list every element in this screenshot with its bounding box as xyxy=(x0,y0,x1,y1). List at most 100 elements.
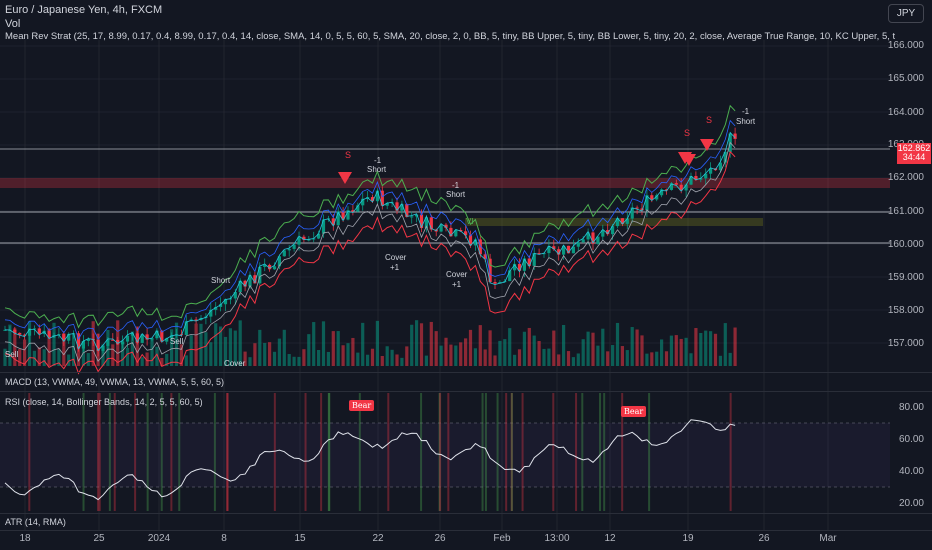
symbol-title[interactable]: Euro / Japanese Yen, 4h, FXCM xyxy=(5,4,163,16)
rsi-line xyxy=(4,419,736,501)
volume-bar xyxy=(145,352,149,366)
candle-body xyxy=(611,226,615,235)
short-signal: Short xyxy=(211,276,231,285)
volume-bar xyxy=(586,331,590,366)
rsi-label[interactable]: RSI (close, 14, Bollinger Bands, 14, 2, … xyxy=(5,397,203,407)
volume-bar xyxy=(321,321,326,366)
rsi-highlight xyxy=(146,393,149,511)
volume-bar xyxy=(615,322,620,366)
time-tick: 25 xyxy=(93,533,105,544)
price-tick: 164.000 xyxy=(887,107,924,118)
volume-bar xyxy=(8,324,12,366)
rsi-highlight xyxy=(226,393,229,511)
volume-bar xyxy=(214,323,218,366)
pane-divider[interactable] xyxy=(0,530,932,531)
volume-bar xyxy=(684,337,688,366)
volume-bar xyxy=(263,342,267,366)
rsi-highlight xyxy=(648,393,651,511)
volume-bar xyxy=(664,351,669,366)
pane-divider[interactable] xyxy=(0,513,932,514)
rsi-highlight xyxy=(113,393,116,511)
keltner-lower xyxy=(4,141,736,362)
price-tick: 159.000 xyxy=(887,272,924,283)
candle-body xyxy=(150,338,154,340)
candle-body xyxy=(3,329,7,331)
candle-body xyxy=(689,175,693,185)
price-tick: 162.000 xyxy=(887,172,924,183)
candle-body xyxy=(287,248,291,251)
rsi-highlight xyxy=(178,393,181,511)
short-triangle xyxy=(338,172,352,184)
rsi-highlight xyxy=(97,393,100,511)
rsi-highlight xyxy=(160,393,163,511)
candle-body xyxy=(219,304,223,307)
volume-bar xyxy=(287,354,291,366)
minus-one-label: -1 xyxy=(374,156,382,165)
volume-bar xyxy=(713,333,718,366)
short-signal: Short xyxy=(446,190,466,199)
volume-bar xyxy=(86,352,90,366)
volume-bar xyxy=(111,344,115,366)
keltner-upper xyxy=(4,119,736,340)
volume-bar xyxy=(18,349,22,366)
volume-bar xyxy=(694,328,698,366)
candle-body xyxy=(478,239,482,255)
candle-body xyxy=(449,227,453,237)
macd-label[interactable]: MACD (13, VWMA, 49, VWMA, 13, VWMA, 5, 5… xyxy=(5,377,225,387)
rsi-highlight xyxy=(387,393,390,511)
volume-bar xyxy=(434,331,438,366)
volume-bar xyxy=(125,347,130,366)
rsi-tick: 60.00 xyxy=(898,434,924,445)
rsi-highlight xyxy=(134,393,137,511)
volume-bar xyxy=(346,343,350,366)
volume-bar xyxy=(674,335,678,366)
minus-one-label: -1 xyxy=(452,181,460,190)
candle-body xyxy=(317,233,321,239)
pane-divider[interactable] xyxy=(0,372,932,373)
candle-body xyxy=(513,263,517,271)
volume-bar xyxy=(532,335,536,366)
volume-bar xyxy=(699,332,703,366)
atr-label[interactable]: ATR (14, RMA) xyxy=(5,517,66,527)
cover-signal: Cover xyxy=(385,253,407,262)
candle-body xyxy=(395,202,399,211)
volume-bar xyxy=(449,344,453,366)
candle-body xyxy=(194,319,198,321)
volume-bar xyxy=(709,331,713,366)
volume-bar xyxy=(375,320,379,366)
short-signal: Short xyxy=(736,117,756,126)
volume-bar xyxy=(552,330,556,366)
strategy-label[interactable]: Mean Rev Strat (25, 17, 8.99, 0.17, 0.4,… xyxy=(5,31,895,42)
short-signal: Short xyxy=(367,165,387,174)
volume-bar xyxy=(513,354,517,366)
volume-bar xyxy=(199,323,203,366)
volume-label[interactable]: Vol xyxy=(5,18,21,30)
candle-body xyxy=(380,190,384,206)
short-triangle xyxy=(700,139,714,151)
candle-body xyxy=(547,246,551,254)
vi-label: VI xyxy=(466,217,474,226)
candle-body xyxy=(557,249,561,255)
candle-body xyxy=(635,207,639,209)
rsi-highlight xyxy=(420,393,423,511)
volume-bar xyxy=(62,333,66,366)
candle-body xyxy=(277,256,281,267)
candle-body xyxy=(586,232,590,240)
volume-bar xyxy=(503,339,507,366)
rsi-highlight xyxy=(320,393,323,511)
volume-bar xyxy=(317,350,321,366)
rsi-highlight xyxy=(510,393,513,511)
volume-bar xyxy=(405,346,409,366)
candle-body xyxy=(704,173,708,179)
candle-body xyxy=(243,280,247,287)
candle-body xyxy=(674,183,678,185)
currency-button[interactable]: JPY xyxy=(888,4,924,23)
candle-body xyxy=(596,236,600,244)
volume-bar xyxy=(155,346,159,366)
candle-body xyxy=(375,190,379,202)
price-tick: 160.000 xyxy=(887,239,924,250)
cover-signal: Cover xyxy=(446,270,468,279)
pane-divider[interactable] xyxy=(0,391,932,392)
volume-bar xyxy=(223,336,228,366)
